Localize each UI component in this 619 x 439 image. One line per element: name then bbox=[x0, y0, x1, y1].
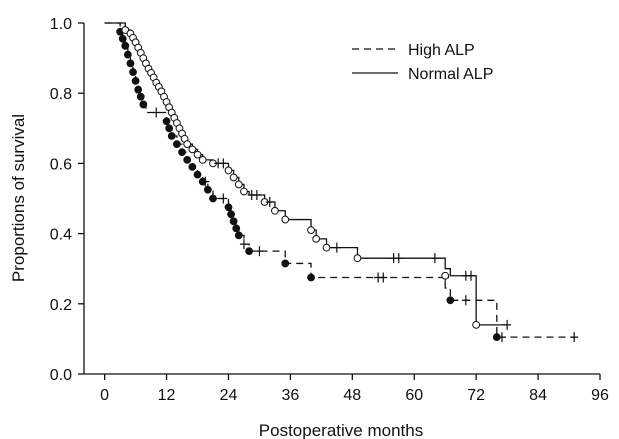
event-marker-high-alp bbox=[178, 148, 186, 157]
survival-curves bbox=[104, 22, 575, 338]
censor-mark-normal-alp bbox=[430, 253, 439, 264]
event-marker-normal-alp bbox=[224, 166, 233, 175]
censor-mark-normal-alp bbox=[503, 319, 512, 330]
event-marker-high-alp bbox=[232, 224, 241, 233]
event-marker-normal-alp bbox=[307, 226, 315, 234]
legend: High ALP Normal ALP bbox=[352, 42, 493, 83]
axes bbox=[83, 23, 600, 375]
censor-mark-normal-alp bbox=[332, 242, 341, 253]
x-tick-label: 36 bbox=[282, 387, 300, 404]
event-marker-high-alp bbox=[121, 41, 130, 50]
event-marker-high-alp bbox=[183, 155, 192, 164]
y-tick-label: 0.2 bbox=[50, 297, 72, 314]
event-marker-high-alp bbox=[172, 140, 181, 148]
censor-mark-high-alp bbox=[461, 295, 470, 306]
censor-mark-normal-alp bbox=[467, 270, 475, 281]
event-marker-high-alp bbox=[131, 77, 140, 85]
event-marker-normal-alp bbox=[121, 26, 130, 34]
event-marker-high-alp bbox=[123, 50, 132, 59]
event-marker-normal-alp bbox=[229, 173, 238, 182]
event-marker-high-alp bbox=[224, 203, 233, 212]
censor-mark-high-alp bbox=[255, 246, 264, 257]
event-marker-normal-alp bbox=[193, 150, 202, 159]
x-ticks: 0 12 24 36 48 60 72 84 96 bbox=[100, 374, 609, 404]
censor-mark-high-alp bbox=[570, 332, 579, 343]
event-marker-normal-alp bbox=[271, 206, 279, 215]
event-marker-normal-alp bbox=[240, 187, 248, 196]
event-marker-normal-alp bbox=[183, 140, 192, 148]
x-tick-label: 60 bbox=[405, 387, 423, 404]
event-marker-high-alp bbox=[162, 117, 171, 126]
x-axis-title: Postoperative months bbox=[259, 421, 423, 439]
censor-mark-high-alp bbox=[152, 107, 161, 118]
event-marker-high-alp bbox=[229, 217, 238, 226]
x-tick-label: 84 bbox=[529, 387, 547, 404]
event-marker-high-alp bbox=[167, 132, 176, 140]
y-tick-label: 1.0 bbox=[50, 16, 72, 33]
event-marker-normal-alp bbox=[281, 215, 290, 224]
event-marker-normal-alp bbox=[441, 271, 450, 280]
censor-mark-high-alp bbox=[497, 332, 506, 343]
y-ticks: 0.0 0.2 0.4 0.6 0.8 1.0 bbox=[50, 16, 84, 384]
event-marker-normal-alp bbox=[188, 145, 197, 154]
x-tick-label: 0 bbox=[100, 387, 109, 404]
event-marker-high-alp bbox=[245, 247, 254, 256]
event-marker-normal-alp bbox=[198, 155, 207, 164]
event-marker-normal-alp bbox=[312, 234, 321, 243]
event-marker-high-alp bbox=[193, 170, 202, 179]
y-tick-label: 0.8 bbox=[50, 86, 72, 103]
event-marker-high-alp bbox=[307, 273, 315, 282]
event-marker-high-alp bbox=[227, 210, 235, 219]
curve-markers bbox=[116, 26, 579, 343]
censor-mark-normal-alp bbox=[394, 253, 403, 264]
event-marker-high-alp bbox=[134, 85, 143, 94]
censor-mark-normal-alp bbox=[252, 189, 261, 200]
censor-mark-high-alp bbox=[201, 176, 210, 187]
event-marker-normal-alp bbox=[234, 180, 243, 189]
censor-mark-high-alp bbox=[239, 239, 248, 250]
event-marker-high-alp bbox=[281, 259, 290, 268]
event-marker-high-alp bbox=[165, 124, 174, 133]
event-marker-high-alp bbox=[234, 231, 243, 240]
event-marker-normal-alp bbox=[472, 320, 481, 329]
censor-mark-high-alp bbox=[379, 272, 388, 283]
event-marker-high-alp bbox=[188, 163, 197, 171]
series-line-high-alp bbox=[104, 22, 575, 338]
x-tick-label: 72 bbox=[467, 387, 485, 404]
x-tick-label: 48 bbox=[343, 387, 361, 404]
x-tick-label: 12 bbox=[158, 387, 176, 404]
legend-label-normal-alp: Normal ALP bbox=[408, 66, 493, 83]
censor-mark-normal-alp bbox=[219, 158, 228, 169]
y-tick-label: 0.0 bbox=[50, 367, 72, 384]
event-marker-high-alp bbox=[129, 68, 137, 77]
y-tick-label: 0.4 bbox=[50, 227, 72, 244]
event-marker-high-alp bbox=[136, 92, 145, 101]
censor-mark-normal-alp bbox=[265, 197, 274, 208]
y-tick-label: 0.6 bbox=[50, 156, 72, 173]
event-marker-high-alp bbox=[139, 100, 148, 109]
event-marker-high-alp bbox=[118, 34, 127, 43]
event-marker-high-alp bbox=[446, 296, 455, 305]
event-marker-normal-alp bbox=[322, 243, 331, 252]
legend-label-high-alp: High ALP bbox=[408, 42, 475, 59]
event-marker-high-alp bbox=[126, 59, 135, 68]
y-axis-title: Proportions of survival bbox=[9, 114, 28, 282]
event-marker-high-alp bbox=[203, 185, 212, 194]
event-marker-normal-alp bbox=[353, 254, 362, 263]
censor-mark-high-alp bbox=[219, 193, 228, 204]
x-tick-label: 96 bbox=[591, 387, 609, 404]
event-marker-high-alp bbox=[209, 194, 217, 203]
x-tick-label: 24 bbox=[220, 387, 238, 404]
